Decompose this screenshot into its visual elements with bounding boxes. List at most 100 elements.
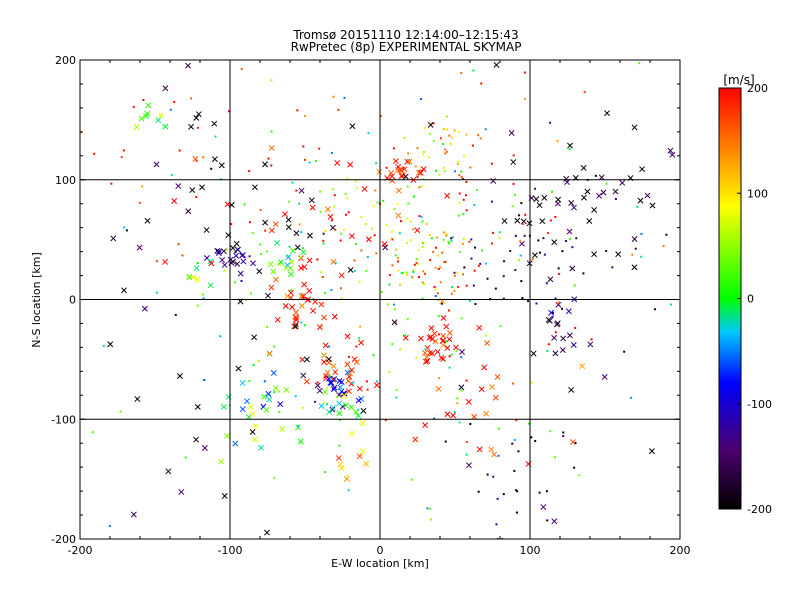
data-point xyxy=(395,187,402,194)
data-point xyxy=(291,181,294,184)
data-point xyxy=(448,134,451,137)
data-point xyxy=(497,454,500,457)
data-point xyxy=(382,199,385,202)
data-point xyxy=(143,113,149,120)
data-point xyxy=(30,157,32,159)
data-point xyxy=(462,212,465,215)
data-point xyxy=(474,246,477,249)
data-point xyxy=(491,231,494,234)
data-point xyxy=(445,234,448,237)
data-point xyxy=(415,261,418,264)
data-point xyxy=(338,388,345,395)
data-point xyxy=(310,307,316,314)
data-point xyxy=(551,334,558,341)
data-point xyxy=(556,140,559,143)
data-point xyxy=(207,258,214,265)
data-point xyxy=(330,386,337,393)
data-point xyxy=(189,546,194,551)
data-point xyxy=(477,134,480,137)
grid-lines xyxy=(80,60,680,539)
data-point xyxy=(458,421,461,424)
colorbar-tick-label: -100 xyxy=(747,398,772,411)
data-point xyxy=(339,239,342,242)
data-point xyxy=(575,237,578,240)
data-point xyxy=(545,490,548,493)
data-point xyxy=(662,245,665,248)
data-point xyxy=(548,309,555,316)
data-point xyxy=(546,50,551,55)
data-point xyxy=(177,243,180,246)
scatter-points xyxy=(4,31,690,551)
data-point xyxy=(508,130,515,136)
data-point xyxy=(221,492,228,499)
data-point xyxy=(438,354,445,361)
data-point xyxy=(415,356,418,359)
data-point xyxy=(421,245,424,248)
data-point xyxy=(356,385,363,392)
data-point xyxy=(230,223,233,226)
data-point xyxy=(551,315,554,318)
data-point xyxy=(385,224,388,227)
data-point xyxy=(449,142,452,145)
data-point xyxy=(535,302,538,305)
data-point xyxy=(510,159,517,166)
data-point xyxy=(490,162,493,165)
data-point xyxy=(567,142,573,149)
data-point xyxy=(429,518,432,521)
data-point xyxy=(559,347,566,353)
data-point xyxy=(372,204,375,207)
data-point xyxy=(437,333,440,336)
data-point xyxy=(252,423,259,430)
data-point xyxy=(267,353,270,356)
data-point xyxy=(455,349,458,352)
data-point xyxy=(248,255,251,258)
data-point xyxy=(351,381,354,384)
data-point xyxy=(612,188,619,195)
data-point xyxy=(440,342,447,348)
data-point xyxy=(308,161,311,164)
data-point xyxy=(460,176,463,179)
data-point xyxy=(536,202,543,209)
data-point xyxy=(251,184,258,191)
data-point xyxy=(481,364,488,371)
data-point xyxy=(293,316,300,323)
data-point xyxy=(463,266,466,269)
data-point xyxy=(557,267,560,270)
data-point xyxy=(400,271,403,274)
colorbar-tick-label: 100 xyxy=(747,187,768,200)
data-point xyxy=(178,149,181,152)
data-point xyxy=(349,233,355,240)
data-point xyxy=(442,261,445,264)
data-point xyxy=(277,259,284,266)
data-point xyxy=(366,256,369,259)
data-point xyxy=(688,202,690,204)
data-point xyxy=(245,299,248,302)
data-point xyxy=(69,128,71,130)
data-point xyxy=(109,31,111,33)
data-point xyxy=(356,453,363,460)
data-point xyxy=(4,204,6,206)
data-point xyxy=(249,411,256,418)
data-point xyxy=(420,216,423,219)
data-point xyxy=(388,283,391,286)
data-point xyxy=(185,208,192,215)
data-point xyxy=(410,478,413,481)
data-point xyxy=(108,525,111,528)
data-point xyxy=(465,133,468,136)
data-point xyxy=(252,364,255,367)
data-point xyxy=(265,390,272,397)
data-point xyxy=(477,265,480,268)
data-point xyxy=(546,349,549,352)
data-point xyxy=(403,136,406,139)
data-point xyxy=(477,490,480,493)
data-point xyxy=(251,436,258,443)
data-point xyxy=(427,349,433,356)
data-point xyxy=(547,276,554,283)
data-point xyxy=(384,419,387,422)
data-point xyxy=(546,231,549,234)
data-point xyxy=(375,252,378,255)
data-point xyxy=(497,427,500,430)
data-point xyxy=(175,183,182,190)
data-point xyxy=(266,250,269,253)
data-point xyxy=(321,276,324,279)
